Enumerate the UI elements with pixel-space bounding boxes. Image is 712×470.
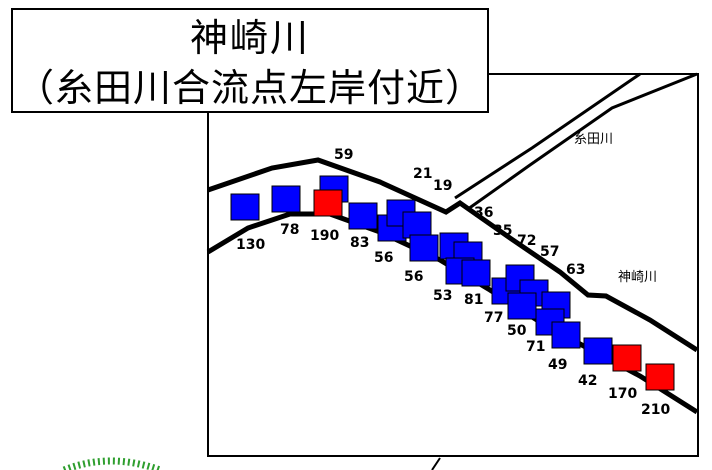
measurement-marker-19 (551, 321, 581, 349)
measurement-marker-0 (230, 193, 260, 221)
measurement-label-20: 42 (578, 373, 597, 389)
measurement-marker-4 (348, 202, 378, 230)
itoda-river-bank-lower (467, 72, 698, 211)
measurement-marker-22 (645, 363, 675, 391)
measurement-label-2: 59 (334, 147, 353, 163)
measurement-label-16: 77 (484, 310, 503, 326)
measurement-marker-21 (612, 344, 642, 372)
measurement-label-3: 190 (310, 228, 339, 244)
itoda-river-bank-upper (454, 72, 641, 200)
measurement-label-5: 56 (374, 250, 393, 266)
measurement-label-15: 63 (566, 262, 585, 278)
decorative-dotted-arc (62, 457, 162, 470)
measurement-label-0: 130 (236, 237, 265, 253)
kanzaki-river-label: 神崎川 (618, 270, 657, 285)
measurement-label-22: 210 (641, 402, 670, 418)
title-box: 神崎川 （糸田川合流点左岸付近） (11, 8, 489, 113)
measurement-label-18: 71 (526, 339, 545, 355)
measurement-label-19: 49 (548, 357, 567, 373)
measurement-label-17: 50 (507, 323, 527, 339)
measurement-markers (230, 175, 675, 391)
measurement-label-8: 19 (433, 178, 452, 194)
measurement-marker-12 (461, 259, 491, 287)
measurement-label-7: 21 (413, 166, 432, 182)
measurement-marker-1 (271, 185, 301, 213)
measurement-label-21: 170 (608, 386, 637, 402)
measurement-marker-3 (313, 189, 343, 217)
measurement-label-10: 35 (493, 223, 512, 239)
measurement-marker-7 (402, 211, 432, 239)
stray-line (431, 457, 441, 470)
measurement-label-4: 83 (350, 235, 369, 251)
measurement-marker-16 (507, 292, 537, 320)
measurement-label-6: 56 (404, 269, 423, 285)
measurement-marker-20 (583, 337, 613, 365)
measurement-label-9: 36 (474, 205, 493, 221)
measurement-label-13: 53 (433, 288, 452, 304)
map-title: 神崎川 (189, 16, 310, 60)
measurement-label-14: 81 (464, 292, 483, 308)
measurement-label-11: 72 (517, 233, 536, 249)
kanzaki-river-bank-north (207, 157, 699, 353)
measurement-label-1: 78 (280, 222, 299, 238)
measurement-label-12: 57 (540, 244, 559, 260)
measurement-marker-8 (409, 234, 439, 262)
itoda-river-label: 糸田川 (574, 132, 613, 147)
map-subtitle: （糸田川合流点左岸付近） (15, 66, 484, 110)
